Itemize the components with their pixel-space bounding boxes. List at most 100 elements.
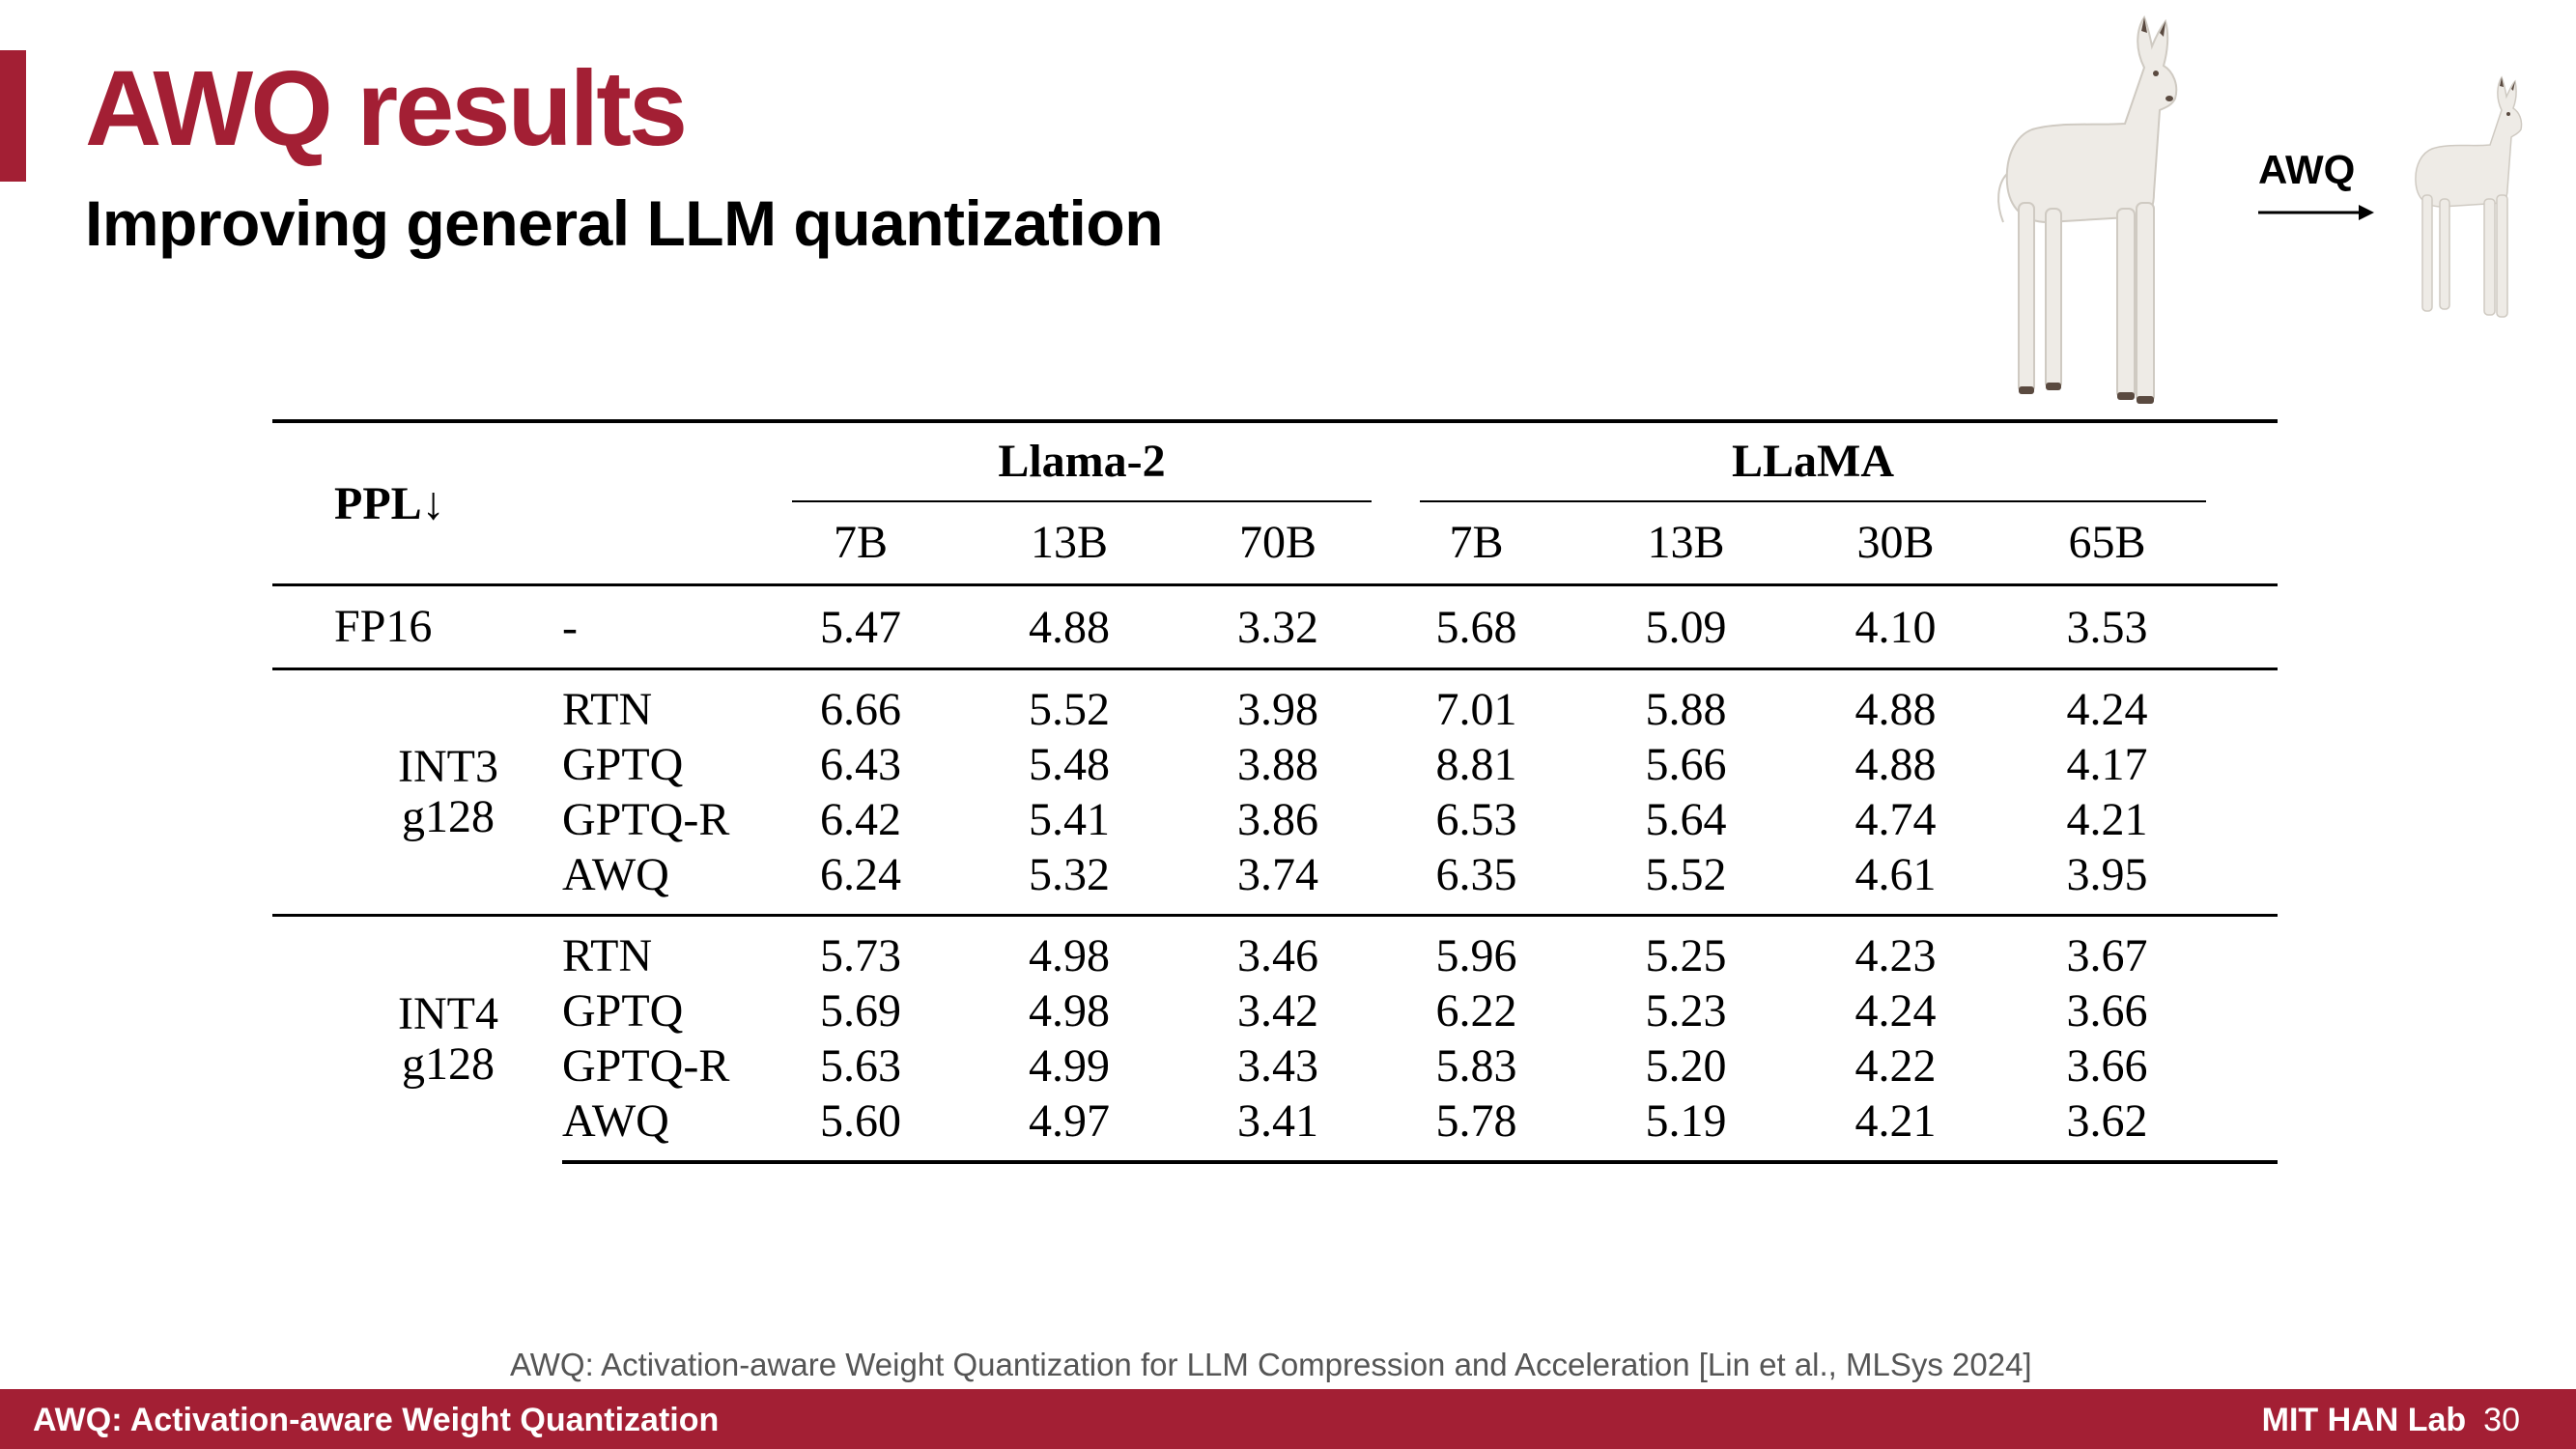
table-row: INT4 g128 RTN 5.73 4.98 3.46 5.96 5.25 4… xyxy=(272,914,2278,1162)
table-cell: 6.66 xyxy=(746,668,954,737)
size-header: 7B xyxy=(1449,517,1504,568)
footer-right: MIT HAN Lab 30 xyxy=(2262,1402,2520,1439)
table-cell: 3.86 xyxy=(1237,794,1318,845)
group-label-llama2: Llama-2 xyxy=(792,423,1372,502)
group-label-llama: LLaMA xyxy=(1420,423,2206,502)
method-label: GPTQ-R xyxy=(562,1040,730,1092)
table-cell-best: 4.61 xyxy=(1854,849,1937,900)
table-row-awq: AWQ 5.60 4.97 3.41 5.78 5.19 4.21 3.62 xyxy=(272,1094,2278,1164)
corner-label: PPL↓ xyxy=(272,419,562,585)
table-cell-best: 5.60 xyxy=(746,1094,954,1164)
method-label: AWQ xyxy=(562,849,669,900)
table-cell: 3.66 xyxy=(2066,1040,2148,1092)
table-cell-best: 5.52 xyxy=(1645,849,1727,900)
table-cell-best: 6.24 xyxy=(820,849,901,900)
footer-lab-name: MIT HAN Lab xyxy=(2261,1402,2467,1438)
results-table: PPL↓ Llama-2 LLaMA 7B 13B 70B 7B 13B 30B… xyxy=(272,419,2278,1164)
table-cell: 5.83 xyxy=(1435,1040,1517,1092)
table-cell: 3.66 xyxy=(2066,985,2148,1037)
arrow-right-icon xyxy=(2258,205,2374,220)
table-cell: 3.98 xyxy=(1163,668,1372,737)
table-cell: 4.24 xyxy=(1854,985,1937,1037)
table-cell: 5.52 xyxy=(954,668,1163,737)
table-cell: 7.01 xyxy=(1372,668,1581,737)
page-title: AWQ results xyxy=(85,49,688,168)
table-cell-best: 6.35 xyxy=(1435,849,1517,900)
table-cell: 5.48 xyxy=(1029,739,1110,790)
table-cell: 4.22 xyxy=(1854,1040,1937,1092)
table-cell: 6.43 xyxy=(820,739,901,790)
table-cell: 3.42 xyxy=(1237,985,1318,1037)
table-cell: 4.23 xyxy=(1791,914,2000,983)
table-cell: 5.88 xyxy=(1581,668,1791,737)
table-cell: 3.88 xyxy=(1237,739,1318,790)
size-header: 70B xyxy=(1238,517,1316,568)
table-cell: 4.88 xyxy=(1791,668,2000,737)
table-row: GPTQ 6.43 5.48 3.88 8.81 5.66 4.88 4.17 xyxy=(272,737,2278,792)
table-cell: 3.53 xyxy=(2000,583,2278,669)
table-cell-best: 3.62 xyxy=(2000,1094,2278,1164)
llama-small-image xyxy=(2415,75,2523,318)
table-cell: 5.68 xyxy=(1372,583,1581,669)
table-cell: 4.24 xyxy=(2000,668,2278,737)
footer-bar xyxy=(0,1389,2576,1449)
table-row: GPTQ-R 5.63 4.99 3.43 5.83 5.20 4.22 3.6… xyxy=(272,1038,2278,1094)
header-row-sizes: 7B 13B 70B 7B 13B 30B 65B xyxy=(272,502,2278,585)
method-label: GPTQ-R xyxy=(562,794,730,845)
table-row-fp16: FP16 - 5.47 4.88 3.32 5.68 5.09 4.10 3.5… xyxy=(272,583,2278,669)
table-cell-best: 5.19 xyxy=(1581,1094,1791,1164)
table-cell: 4.74 xyxy=(1854,794,1937,845)
precision-label-int3: INT3 g128 xyxy=(272,668,562,916)
table-cell: 3.43 xyxy=(1237,1040,1318,1092)
llama-large-image xyxy=(1997,14,2178,404)
precision-label-int4: INT4 g128 xyxy=(272,914,562,1162)
precision-label: FP16 xyxy=(272,583,562,669)
table-cell: 8.81 xyxy=(1435,739,1517,790)
size-header: 65B xyxy=(2068,517,2146,568)
table-cell: 6.53 xyxy=(1435,794,1517,845)
table-cell: 4.98 xyxy=(954,914,1163,983)
table-cell-best: 3.95 xyxy=(2066,849,2148,900)
page-subtitle: Improving general LLM quantization xyxy=(85,187,1164,259)
awq-arrow-label: AWQ xyxy=(2258,147,2356,192)
citation-footnote: AWQ: Activation-aware Weight Quantizatio… xyxy=(510,1347,2032,1382)
table-row: GPTQ 5.69 4.98 3.42 6.22 5.23 4.24 3.66 xyxy=(272,983,2278,1038)
header-row-groups: PPL↓ Llama-2 LLaMA xyxy=(272,419,2278,585)
table-cell: 5.69 xyxy=(820,985,901,1037)
table-cell-best: 3.74 xyxy=(1237,849,1318,900)
size-header: 13B xyxy=(1030,517,1108,568)
method-label: AWQ xyxy=(562,1094,746,1164)
method-label: - xyxy=(562,583,746,669)
table-cell-best: 4.97 xyxy=(954,1094,1163,1164)
table-cell: 5.63 xyxy=(820,1040,901,1092)
table-cell-best: 3.41 xyxy=(1163,1094,1372,1164)
table-cell: 4.21 xyxy=(2066,794,2148,845)
table-row: GPTQ-R 6.42 5.41 3.86 6.53 5.64 4.74 4.2… xyxy=(272,792,2278,847)
group-header-llama2: Llama-2 xyxy=(746,419,1372,502)
table-cell: 5.47 xyxy=(746,583,954,669)
table-cell: 4.99 xyxy=(1029,1040,1110,1092)
table-cell: 3.67 xyxy=(2000,914,2278,983)
table-cell: 4.17 xyxy=(2066,739,2148,790)
size-header: 30B xyxy=(1856,517,1935,568)
table-cell: 5.09 xyxy=(1581,583,1791,669)
footer-course-title: AWQ: Activation-aware Weight Quantizatio… xyxy=(33,1402,720,1438)
table-cell: 5.66 xyxy=(1645,739,1727,790)
table-cell: 5.20 xyxy=(1645,1040,1727,1092)
table-cell: 4.88 xyxy=(1854,739,1937,790)
table-cell: 5.23 xyxy=(1645,985,1727,1037)
table-row: INT3 g128 RTN 6.66 5.52 3.98 7.01 5.88 4… xyxy=(272,668,2278,916)
table-cell: 5.73 xyxy=(746,914,954,983)
size-header: 7B xyxy=(833,517,888,568)
table-cell: 5.96 xyxy=(1372,914,1581,983)
table-cell: 4.98 xyxy=(1029,985,1110,1037)
table-cell: 5.64 xyxy=(1645,794,1727,845)
table-cell: 4.88 xyxy=(954,583,1163,669)
table-cell-best: 5.32 xyxy=(1029,849,1110,900)
title-accent-bar xyxy=(0,50,26,182)
table-row-awq: AWQ 6.24 5.32 3.74 6.35 5.52 4.61 3.95 xyxy=(272,847,2278,916)
table-cell: 4.10 xyxy=(1791,583,2000,669)
table-cell: 5.41 xyxy=(1029,794,1110,845)
method-label: RTN xyxy=(562,668,746,737)
table-cell: 3.46 xyxy=(1163,914,1372,983)
